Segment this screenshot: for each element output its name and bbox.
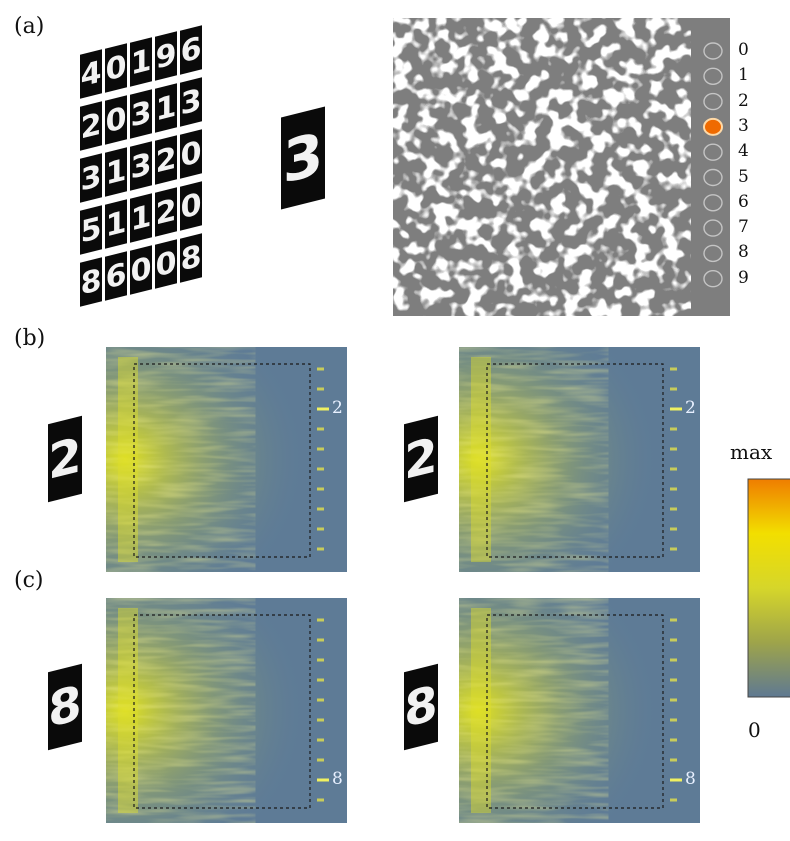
detector-tick [670,427,677,431]
intensity-map [459,598,700,823]
intensity-map [106,347,347,572]
detector-tick [670,638,677,642]
aperture-box [133,614,311,809]
panel-label-a: (a) [14,14,45,39]
active-detector-mark [670,778,682,782]
detector-label: 8 [738,242,749,263]
panel-label-b: (b) [14,326,46,351]
detector-active [703,117,723,136]
detector-tick [317,467,324,471]
detector-region [703,92,723,111]
aperture-box [486,614,664,809]
map-input-digit: 8 [48,663,82,751]
detector-tick [317,507,324,511]
active-detector-mark [317,407,329,411]
map-edge-band [471,357,491,562]
detector-tick [317,678,324,682]
detector-tick [317,427,324,431]
map-detector-label: 2 [332,398,343,418]
map-input-digit: 2 [48,415,82,503]
detector-region [703,244,723,263]
detector-label: 5 [738,166,749,187]
detector-region [703,67,723,85]
detector-tick [670,758,677,762]
colorbar-gradient [747,478,790,698]
detector-tick [670,658,677,662]
map-edge-band [118,357,138,562]
map-intensity-streaks [106,598,256,823]
detector-tick [317,638,324,642]
detector-region [703,168,723,187]
detector-region [703,270,723,288]
detector-tick [670,718,677,722]
detector-tick [317,718,324,722]
intensity-map [106,598,347,823]
map-intensity-streaks [106,347,256,572]
map-edge-band [471,608,491,813]
detector-tick [317,698,324,702]
detector-tick [317,527,324,531]
detector-tick [670,547,677,551]
detector-tick [670,467,677,471]
detector-tick [317,367,324,371]
map-input-digit: 8 [404,663,438,751]
detector-tick [317,618,324,622]
detector-tick [670,698,677,702]
detector-region [703,143,723,161]
map-input-digit: 2 [404,415,438,503]
aperture-box [133,363,311,558]
detector-tick [670,618,677,622]
detector-label: 2 [738,90,749,111]
map-intensity-streaks [459,347,609,572]
phase-mask [393,18,730,316]
map-detector-label: 8 [332,769,343,789]
detector-region [703,194,723,212]
detector-region [703,219,723,237]
detector-tick [317,758,324,762]
active-detector-mark [670,407,682,411]
detector-label: 3 [738,115,749,136]
detector-tick [670,798,677,802]
intensity-map [459,347,700,572]
detector-label: 7 [738,217,749,238]
detector-tick [670,738,677,742]
detector-label: 6 [738,191,749,212]
detector-tick [670,507,677,511]
detector-tick [670,447,677,451]
detector-tick [317,738,324,742]
phase-mask-pattern [393,18,691,316]
detector-tick [317,487,324,491]
detector-tick [670,487,677,491]
detector-tick [317,547,324,551]
aperture-box [486,363,664,558]
detector-region [703,42,723,60]
detector-label: 4 [738,141,749,162]
map-edge-band [118,608,138,813]
detector-tick [670,527,677,531]
detector-tick [670,387,677,391]
detector-labels: 0 1 2 3 4 5 6 7 8 9 [736,0,766,320]
map-intensity-streaks [459,598,609,823]
detector-tick [670,678,677,682]
panel-label-c: (c) [14,568,44,593]
map-detector-label: 2 [685,398,696,418]
active-detector-mark [317,778,329,782]
detector-tick [317,798,324,802]
detector-tick [670,367,677,371]
detector-tick [317,447,324,451]
detector-label: 0 [738,40,749,60]
detector-tick [317,658,324,662]
map-detector-label: 8 [685,769,696,789]
detector-tick [317,387,324,391]
colorbar [747,478,790,698]
detector-label: 9 [738,267,749,288]
colorbar-max-label: max [730,440,773,464]
detector-label: 1 [738,65,749,86]
colorbar-min-label: 0 [748,718,761,742]
